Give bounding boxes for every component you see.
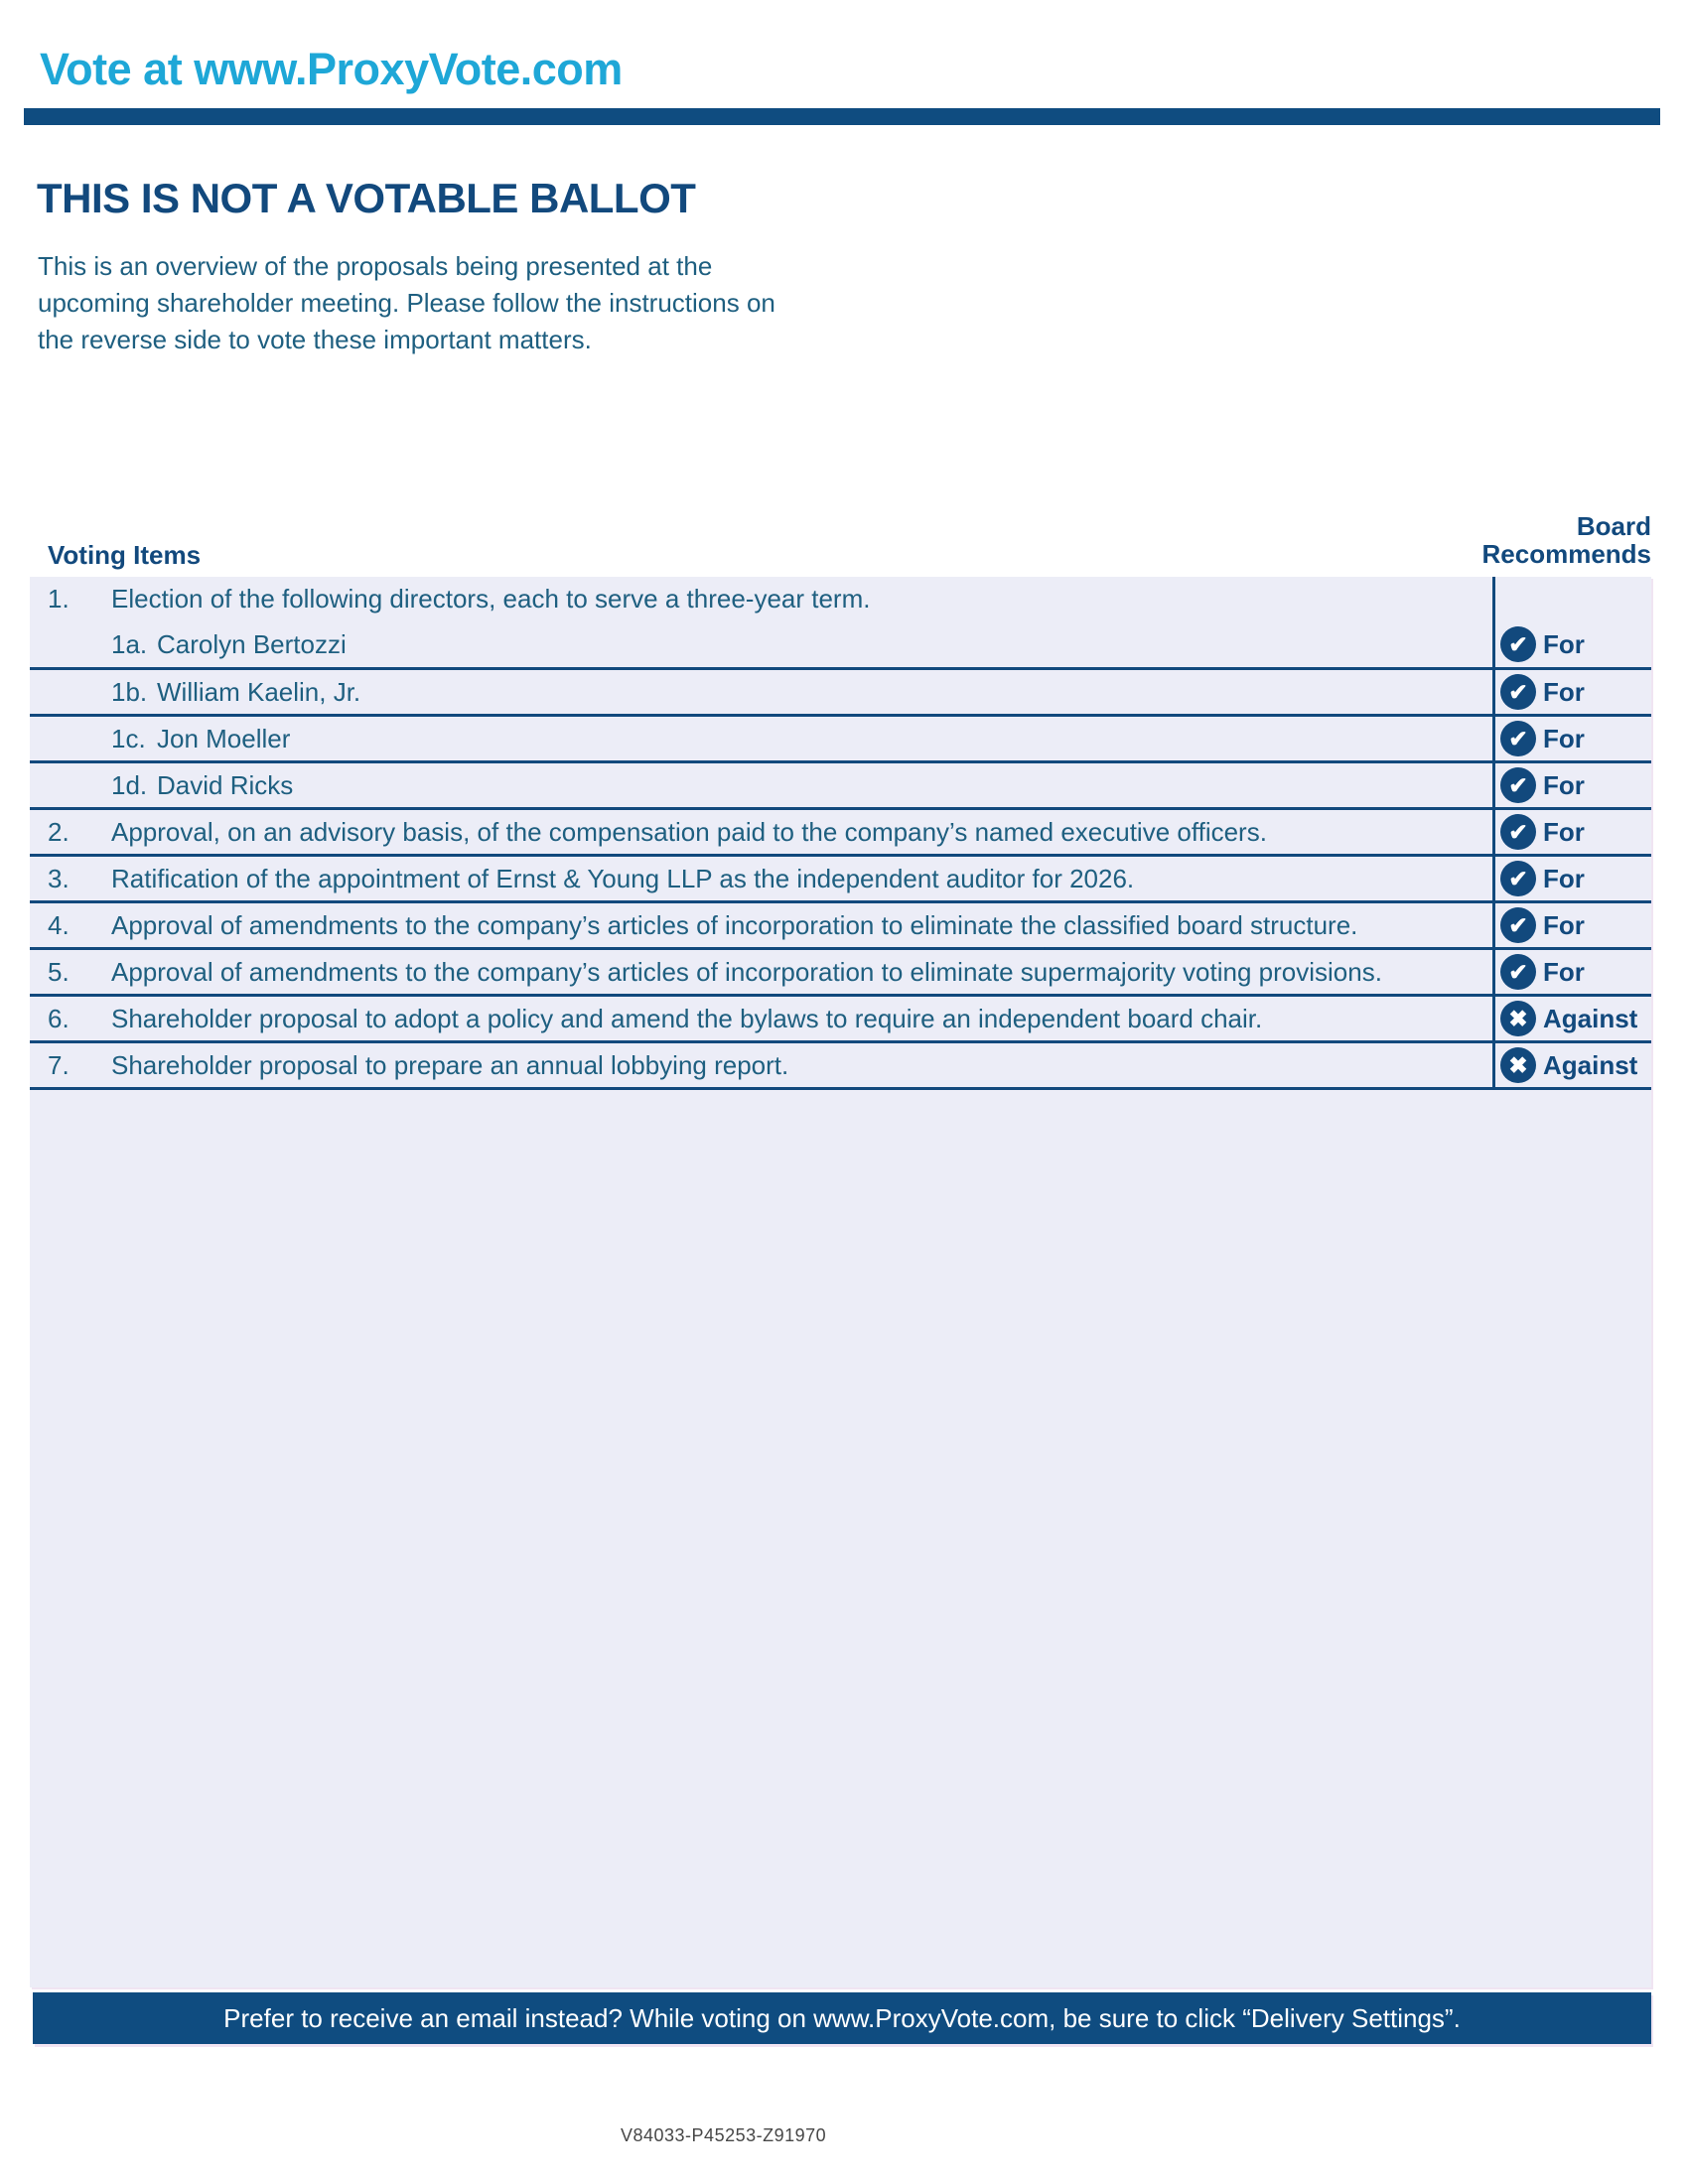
for-check-icon: ✔ — [1500, 626, 1536, 662]
recommend-label: For — [1543, 956, 1585, 987]
table-row: 5. Approval of amendments to the company… — [30, 950, 1651, 997]
row-number: 7. — [48, 1049, 70, 1080]
document-code: V84033-P45253-Z91970 — [621, 2125, 827, 2145]
for-check-icon: ✔ — [1500, 674, 1536, 710]
against-x-icon: ✖ — [1500, 1001, 1536, 1036]
recommend-label: For — [1543, 676, 1585, 707]
row-number: 6. — [48, 1003, 70, 1033]
page-title: Vote at www.ProxyVote.com — [40, 44, 623, 94]
footer-banner: Prefer to receive an email instead? Whil… — [33, 1992, 1651, 2044]
table-row: 1. Election of the following directors, … — [30, 577, 1651, 670]
recommend-cell: ✖ Against — [1492, 997, 1651, 1040]
recommend-cell: ✔ For — [1492, 810, 1651, 854]
for-check-icon: ✔ — [1500, 721, 1536, 756]
row-number: 3. — [48, 863, 70, 893]
for-check-icon: ✔ — [1500, 814, 1536, 850]
header-rule — [24, 108, 1660, 125]
ballot-table: 1. Election of the following directors, … — [30, 577, 1651, 1987]
recommend-label: Against — [1543, 1049, 1638, 1080]
row-text: Carolyn Bertozzi — [157, 628, 347, 659]
row-number: 1. — [48, 584, 70, 614]
recommend-cell: ✔ For — [1492, 717, 1651, 760]
recommend-cell: ✔ For — [1492, 950, 1651, 994]
row-text: David Ricks — [157, 769, 294, 800]
table-row: 4. Approval of amendments to the company… — [30, 903, 1651, 950]
table-row: 7. Shareholder proposal to prepare an an… — [30, 1043, 1651, 1090]
row-text: Approval of amendments to the company’s … — [111, 909, 1358, 940]
table-row: 1c. Jon Moeller ✔ For — [30, 717, 1651, 763]
for-check-icon: ✔ — [1500, 907, 1536, 943]
recommend-label: For — [1543, 909, 1585, 940]
board-recommends-header: Board Recommends — [1482, 512, 1652, 568]
table-row: 2. Approval, on an advisory basis, of th… — [30, 810, 1651, 857]
table-row: 3. Ratification of the appointment of Er… — [30, 857, 1651, 903]
row-text: Shareholder proposal to prepare an annua… — [111, 1049, 789, 1080]
recommend-cell: ✔ For — [1492, 670, 1651, 714]
table-row: 1d. David Ricks ✔ For — [30, 763, 1651, 810]
row-text: Ratification of the appointment of Ernst… — [111, 863, 1135, 893]
for-check-icon: ✔ — [1500, 861, 1536, 896]
recommend-label: For — [1543, 863, 1585, 893]
row-number: 5. — [48, 956, 70, 987]
row-number: 2. — [48, 816, 70, 847]
voting-items-header: Voting Items — [48, 540, 202, 570]
board-recommends-line-1: Board — [1576, 511, 1651, 541]
row-text: Shareholder proposal to adopt a policy a… — [111, 1003, 1263, 1033]
board-recommends-line-2: Recommends — [1481, 539, 1652, 569]
table-row: 1b. William Kaelin, Jr. ✔ For — [30, 670, 1651, 717]
row-text: Election of the following directors, eac… — [111, 584, 871, 614]
notice-heading: THIS IS NOT A VOTABLE BALLOT — [37, 175, 696, 221]
recommend-label: For — [1543, 723, 1585, 753]
row-number: 1b. — [111, 676, 148, 707]
recommend-cell: ✖ Against — [1492, 1043, 1651, 1087]
recommend-cell: ✔ For — [1492, 903, 1651, 947]
for-check-icon: ✔ — [1500, 767, 1536, 803]
row-number: 1c. — [111, 723, 146, 753]
sheet-blank-area — [30, 1090, 1651, 1987]
for-check-icon: ✔ — [1500, 954, 1536, 990]
row-text: Approval of amendments to the company’s … — [111, 956, 1382, 987]
row-number: 4. — [48, 909, 70, 940]
recommend-label: For — [1543, 816, 1585, 847]
against-x-icon: ✖ — [1500, 1047, 1536, 1083]
recommend-cell: ✔ For — [1492, 763, 1651, 807]
row-number: 1a. — [111, 628, 148, 659]
row-number: 1d. — [111, 769, 148, 800]
notice-paragraph: This is an overview of the proposals bei… — [38, 248, 775, 358]
row-text: Jon Moeller — [157, 723, 291, 753]
notice-line-1: This is an overview of the proposals bei… — [38, 251, 713, 281]
recommend-label: For — [1543, 628, 1585, 659]
recommend-cell: ✔ For — [1492, 857, 1651, 900]
table-row: 6. Shareholder proposal to adopt a polic… — [30, 997, 1651, 1043]
notice-line-2: upcoming shareholder meeting. Please fol… — [38, 288, 775, 318]
footer-banner-text: Prefer to receive an email instead? Whil… — [223, 2002, 1461, 2033]
row-text: William Kaelin, Jr. — [157, 676, 361, 707]
recommend-label: For — [1543, 769, 1585, 800]
notice-line-3: the reverse side to vote these important… — [38, 325, 592, 354]
recommend-cell: ✔ For — [1492, 577, 1651, 667]
recommend-label: Against — [1543, 1003, 1638, 1033]
row-text: Approval, on an advisory basis, of the c… — [111, 816, 1267, 847]
